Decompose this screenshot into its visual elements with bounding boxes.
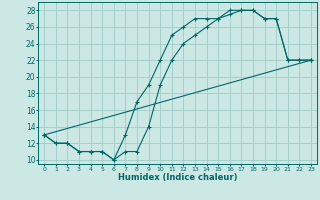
X-axis label: Humidex (Indice chaleur): Humidex (Indice chaleur)	[118, 173, 237, 182]
